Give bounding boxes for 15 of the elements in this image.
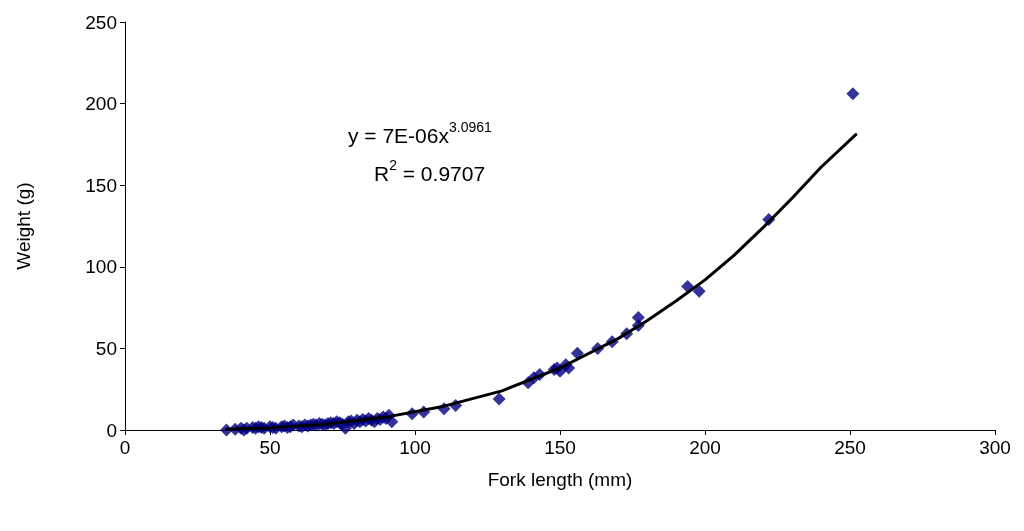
y-tick-label: 200 [85,93,117,115]
x-axis-title: Fork length (mm) [487,469,633,490]
y-axis-title: Weight (g) [13,182,34,270]
y-tick-label: 150 [85,174,117,196]
x-tick-label: 100 [399,437,431,458]
x-tick-label: 200 [689,437,721,458]
x-tick-label: 0 [119,437,131,458]
y-tick-label: 100 [85,256,117,278]
y-tick-label: 0 [106,419,117,441]
x-tick-label: 250 [834,437,866,458]
x-tick-label: 150 [544,437,576,458]
y-tick-label: 50 [95,337,117,359]
x-tick-label: 300 [979,437,1011,458]
y-tick-label: 250 [85,11,117,33]
x-tick-label: 50 [259,437,281,458]
